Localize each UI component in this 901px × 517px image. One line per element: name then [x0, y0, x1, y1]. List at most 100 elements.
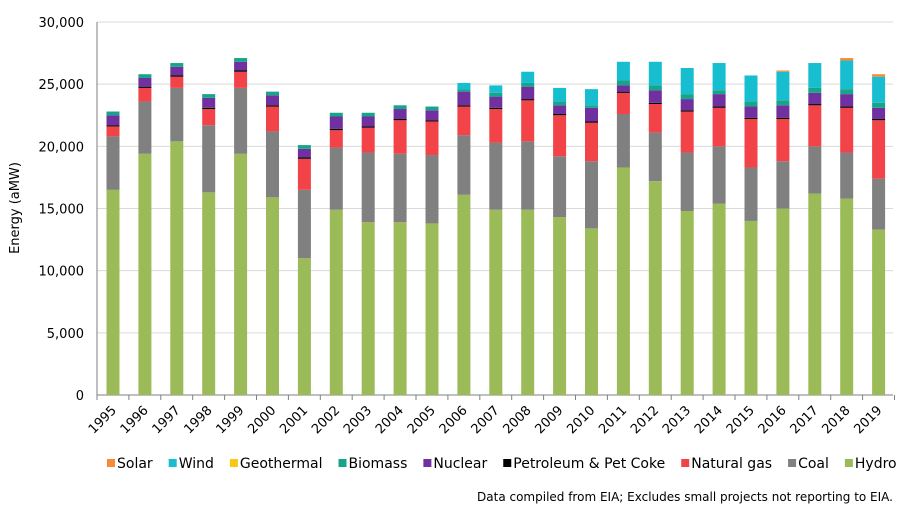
x-tick-label: 1999 [213, 403, 247, 437]
bar-segment-coal [297, 189, 311, 259]
x-tick-label: 2017 [788, 403, 822, 437]
bar-segment-hydro [648, 181, 662, 395]
bar-segment-natural-gas [489, 109, 503, 143]
bar-segment-hydro [202, 192, 216, 395]
bar-segment-coal [680, 152, 694, 211]
bar-segment-hydro [553, 217, 567, 395]
y-axis-title: Energy (aMW) [8, 162, 23, 254]
legend: Solar Wind Geothermal Biomass Nuclear Petrole… [107, 456, 897, 472]
legend-label-solar: Solar [117, 456, 153, 472]
x-tick-label: 2008 [501, 403, 535, 437]
x-tick-label: 2007 [469, 403, 503, 437]
bar-segment-natural-gas [393, 120, 407, 154]
bar-segment-hydro [361, 222, 375, 395]
legend-label-nuclear: Nuclear [433, 456, 487, 472]
x-tick-label: 1998 [182, 403, 216, 437]
bar-segment-natural-gas [648, 104, 662, 133]
bar-segment-biomass [138, 74, 152, 78]
x-tick-label: 2005 [405, 403, 439, 437]
bar-segment-coal [106, 136, 120, 190]
x-tick-label: 1996 [118, 403, 152, 437]
bar-segment-nuclear [680, 99, 694, 111]
bar-segment-petroleum-pet-coke [808, 104, 822, 106]
bar-segment-petroleum-pet-coke [266, 105, 279, 107]
bar-segment-biomass [266, 91, 279, 96]
bar-segment-biomass [234, 58, 248, 62]
bar-segment-hydro [808, 193, 822, 395]
bar-segment-hydro [106, 189, 120, 395]
bar-segment-natural-gas [616, 92, 630, 115]
bar-segment-coal [776, 161, 790, 209]
x-tick-label: 2018 [820, 403, 854, 437]
bar-segment-petroleum-pet-coke [297, 157, 311, 159]
x-tick-label: 2016 [756, 403, 790, 437]
bar-segment-petroleum-pet-coke [712, 106, 726, 108]
bar-segment-nuclear [393, 109, 407, 119]
bar-segment-solar [872, 74, 886, 77]
bar-segment-hydro [457, 194, 471, 395]
bar-segment-nuclear [776, 105, 790, 118]
bar-segment-hydro [585, 228, 598, 395]
bar-segment-nuclear [648, 90, 662, 103]
bar-segment-coal [489, 142, 503, 210]
bar-segment-biomass [361, 112, 375, 117]
bar-segment-biomass [648, 85, 662, 91]
bar-segment-nuclear [521, 86, 535, 100]
x-tick-label: 2002 [309, 403, 343, 437]
bar-segment-nuclear [585, 107, 598, 122]
bar-segment-petroleum-pet-coke [202, 107, 216, 110]
x-tick-label: 2019 [851, 403, 885, 437]
bar-segment-hydro [776, 208, 790, 395]
bar-segment-petroleum-pet-coke [521, 99, 535, 101]
legend-swatch-geothermal [229, 459, 238, 467]
bar-segment-biomass [776, 100, 790, 106]
bar-segment-nuclear [712, 94, 726, 107]
bar-segment-petroleum-pet-coke [170, 75, 184, 77]
legend-swatch-solar [107, 459, 115, 467]
bar-segment-solar [776, 70, 790, 72]
bar-segment-petroleum-pet-coke [361, 126, 375, 128]
x-tick-label: 2009 [532, 403, 566, 437]
bar-segment-nuclear [840, 94, 854, 107]
legend-label-geothermal: Geothermal [240, 456, 323, 472]
bar-segment-natural-gas [361, 127, 375, 153]
legend-swatch-biomass [338, 459, 347, 467]
bar-segment-wind [648, 61, 662, 86]
legend-swatch-petroleum-pet-coke [503, 459, 512, 467]
x-tick-label: 2004 [373, 403, 407, 437]
bar-segment-hydro [489, 209, 503, 395]
y-tick-label: 10,000 [39, 265, 85, 280]
bar-segment-biomass [712, 90, 726, 95]
bar-segment-natural-gas [680, 111, 694, 153]
bar-segment-biomass [808, 87, 822, 93]
bar-segment-natural-gas [329, 130, 343, 148]
bar-segment-petroleum-pet-coke [234, 70, 248, 72]
bar-segment-biomass [202, 94, 216, 98]
source-note: Data compiled from EIA; Excludes small p… [477, 490, 893, 504]
bar-segment-coal [425, 155, 439, 224]
x-tick-label: 2000 [245, 403, 279, 437]
x-tick-label: 2006 [437, 403, 471, 437]
bar-segment-biomass [840, 89, 854, 95]
bar-segment-nuclear [616, 85, 630, 92]
bar-segment-petroleum-pet-coke [553, 114, 567, 116]
bar-segment-hydro [744, 220, 758, 395]
legend-label-coal: Coal [798, 456, 829, 472]
bar-segment-nuclear [425, 110, 439, 121]
bar-segment-wind [585, 89, 598, 106]
bar-segment-nuclear [872, 107, 886, 119]
legend-swatch-coal [788, 459, 797, 467]
bar-segment-natural-gas [808, 105, 822, 147]
legend-swatch-natural-gas [681, 459, 690, 467]
x-tick-label: 2010 [564, 403, 598, 437]
bar-segment-coal [202, 125, 216, 193]
x-tick-label: 2011 [596, 403, 630, 437]
bar-segment-biomass [680, 94, 694, 100]
bar-segment-petroleum-pet-coke [138, 86, 152, 88]
bar-segment-coal [393, 153, 407, 223]
bar-segment-hydro [266, 197, 279, 395]
bar-segment-nuclear [808, 92, 822, 105]
y-tick-label: 30,000 [39, 16, 85, 31]
bar-segment-biomass [297, 145, 311, 149]
